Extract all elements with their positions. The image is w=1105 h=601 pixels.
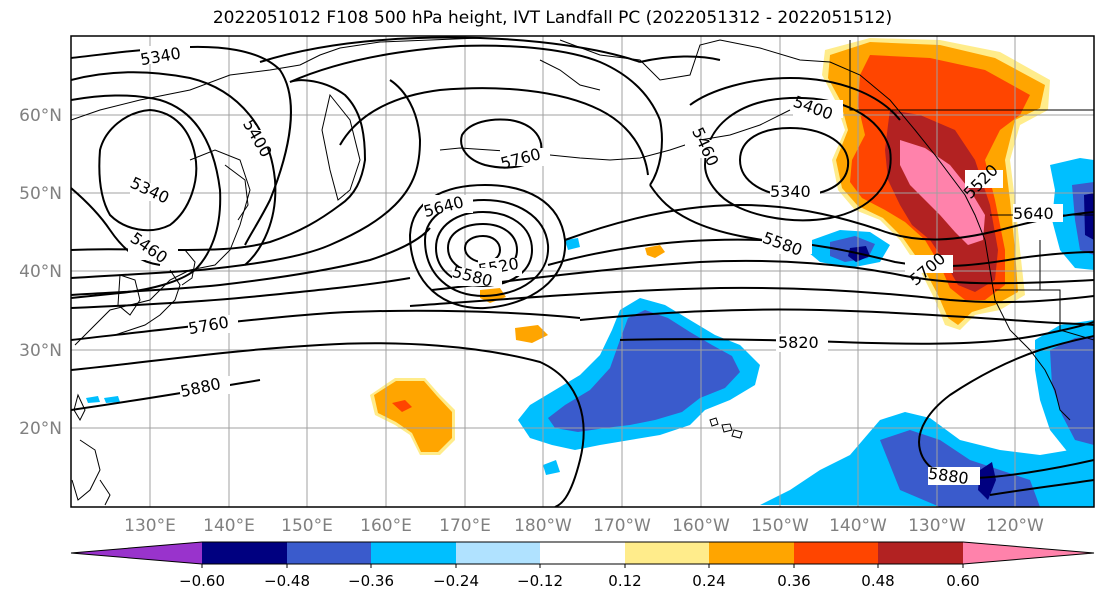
colorbar-extend-low [71,542,202,564]
ivt-positive-region [392,400,412,412]
lon-tick-label: 130°W [908,516,966,536]
lat-tick-label: 40°N [19,262,62,282]
colorbar-tick-label: −0.12 [517,572,563,590]
colorbar-tick-label: −0.60 [179,572,225,590]
lon-tick-label: 180°W [514,516,572,536]
colorbar-segment [287,542,371,564]
lon-tick-label: 140°W [829,516,887,536]
colorbar-segment [709,542,794,564]
ivt-negative-region [548,310,740,432]
lon-tick-label: 150°E [281,516,333,536]
ivt-positive-region [515,325,548,343]
ivt-negative-region [1050,336,1094,445]
map-title: 2022051012 F108 500 hPa height, IVT Land… [212,8,893,28]
contour-label: 5340 [770,182,811,201]
colorbar-tick-label: 0.36 [777,572,810,590]
colorbar-segment [202,542,287,564]
lat-tick-label: 50°N [19,184,62,204]
lat-tick-label: 20°N [19,419,62,439]
height-contours [71,36,1094,507]
colorbar-tick-label: −0.36 [348,572,394,590]
colorbar-segment [625,542,709,564]
ivt-negative-region [1084,193,1094,240]
ivt-negative-region [543,460,560,475]
ivt-negative-region [978,462,996,500]
colorbar-segment [794,542,878,564]
colorbar-tick-label: 0.48 [861,572,894,590]
colorbar-segment [456,542,540,564]
ivt-positive-region [645,245,665,258]
lon-tick-label: 170°W [593,516,651,536]
contour-labels: 5340 5400 5340 5460 5760 5640 5520 5580 … [127,43,1063,488]
lon-tick-label: 140°E [203,516,255,536]
colorbar-tick-label: −0.24 [433,572,479,590]
grid-lines [71,36,1094,507]
lon-tick-label: 160°E [360,516,412,536]
colorbar-segment [540,542,625,564]
coastlines [71,37,1094,506]
colorbar-tick-label: −0.48 [264,572,310,590]
contour-label: 5820 [778,333,819,352]
colorbar-tick-label: 0.24 [692,572,725,590]
lat-tick-label: 60°N [19,106,62,126]
colorbar-tick-label: 0.60 [946,572,979,590]
colorbar-extend-high [963,542,1094,564]
lon-tick-label: 150°W [751,516,809,536]
map-frame [70,35,1095,508]
longitude-axis: 130°E 140°E 150°E 160°E 170°E 180°W 170°… [124,516,1044,536]
lon-tick-label: 170°E [439,516,491,536]
lon-tick-label: 120°W [986,516,1044,536]
colorbar-segment [878,542,963,564]
lon-tick-label: 160°W [672,516,730,536]
lat-tick-label: 30°N [19,341,62,361]
latitude-axis: 20°N 30°N 40°N 50°N 60°N [19,106,62,439]
ivt-positive-region [374,381,452,452]
contour-label: 5640 [1013,204,1054,223]
colorbar-tick-label: 0.12 [608,572,641,590]
ivt-negative-region [86,396,100,403]
ivt-negative-region [565,238,580,250]
colorbar-segment [371,542,456,564]
lon-tick-label: 130°E [124,516,176,536]
ivt-negative-region [104,396,120,403]
colorbar: −0.60 −0.48 −0.36 −0.24 −0.12 0.12 0.24 … [70,541,1095,590]
